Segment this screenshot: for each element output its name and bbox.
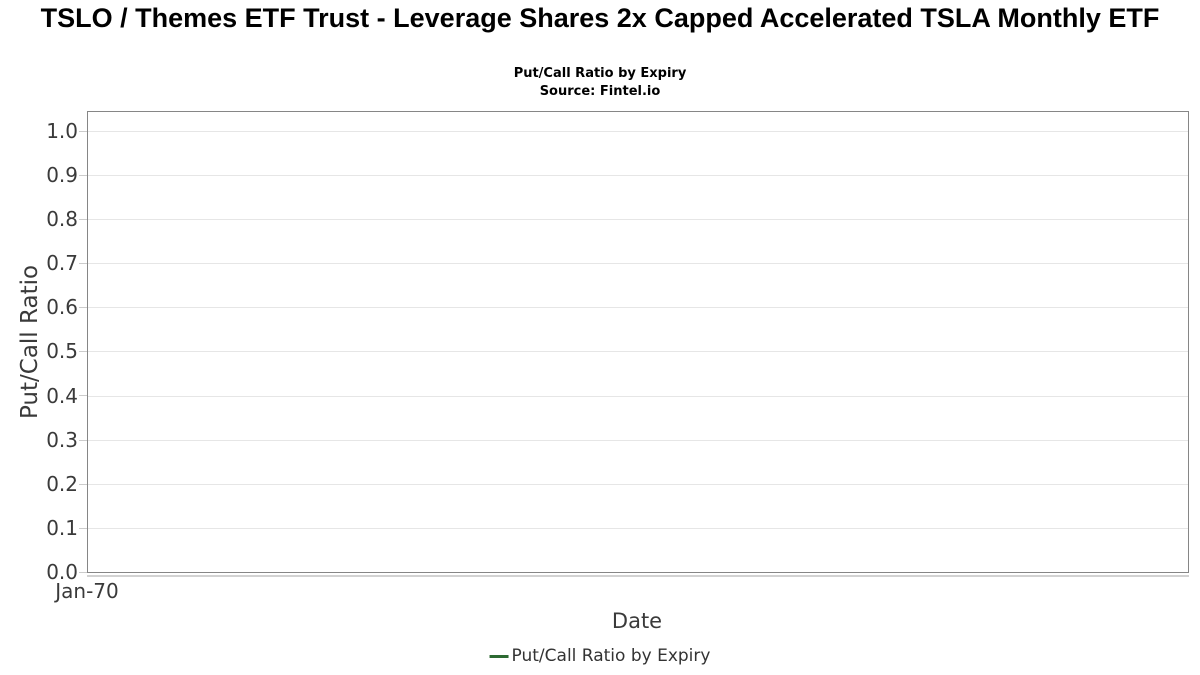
y-tick-label: 0.4 [46,383,78,408]
legend-label: Put/Call Ratio by Expiry [511,646,711,666]
gridline [88,175,1188,176]
page-title: TSLO / Themes ETF Trust - Leverage Share… [0,2,1200,35]
gridline [88,351,1188,352]
x-axis-line [87,575,1189,577]
legend-line-icon [489,654,509,658]
y-axis-tick-labels: 1.0 0.9 0.8 0.7 0.6 0.5 0.4 0.3 0.2 0.1 … [8,119,78,584]
y-tick-mark [79,307,87,308]
y-tick-mark [79,131,87,132]
y-tick-label: 0.7 [46,251,78,276]
y-tick-label: 0.0 [46,559,78,584]
plot-area [87,111,1189,573]
y-tick-mark [79,263,87,264]
y-tick-label: 0.9 [46,163,78,188]
y-tick-mark [79,395,87,396]
y-tick-mark [79,219,87,220]
gridline [88,131,1188,132]
y-tick-mark [79,528,87,529]
chart-subtitle: Put/Call Ratio by Expiry [513,66,687,81]
x-axis-title: Date [611,609,663,633]
y-tick-mark [79,175,87,176]
gridline [88,484,1188,485]
x-tick-label: Jan-70 [55,579,119,603]
y-tick-mark [79,484,87,485]
y-tick-label: 0.1 [46,515,78,540]
y-tick-mark [79,572,87,573]
chart-title-text: TSLO / Themes ETF Trust - Leverage Share… [40,3,1160,33]
gridline [88,528,1188,529]
gridline [88,396,1188,397]
gridline [88,263,1188,264]
y-tick-label: 0.3 [46,427,78,452]
chart-source: Source: Fintel.io [539,84,661,99]
legend-item-putcall-ratio[interactable]: Put/Call Ratio by Expiry [489,646,711,666]
y-tick-mark [79,351,87,352]
y-tick-label: 1.0 [46,119,78,143]
y-tick-label: 0.2 [46,471,78,496]
y-tick-mark [79,440,87,441]
y-axis-title: Put/Call Ratio [17,264,43,420]
y-tick-label: 0.5 [46,339,78,364]
y-tick-label: 0.8 [46,207,78,232]
y-tick-label: 0.6 [46,295,78,320]
gridline [88,440,1188,441]
gridline [88,219,1188,220]
gridline [88,307,1188,308]
